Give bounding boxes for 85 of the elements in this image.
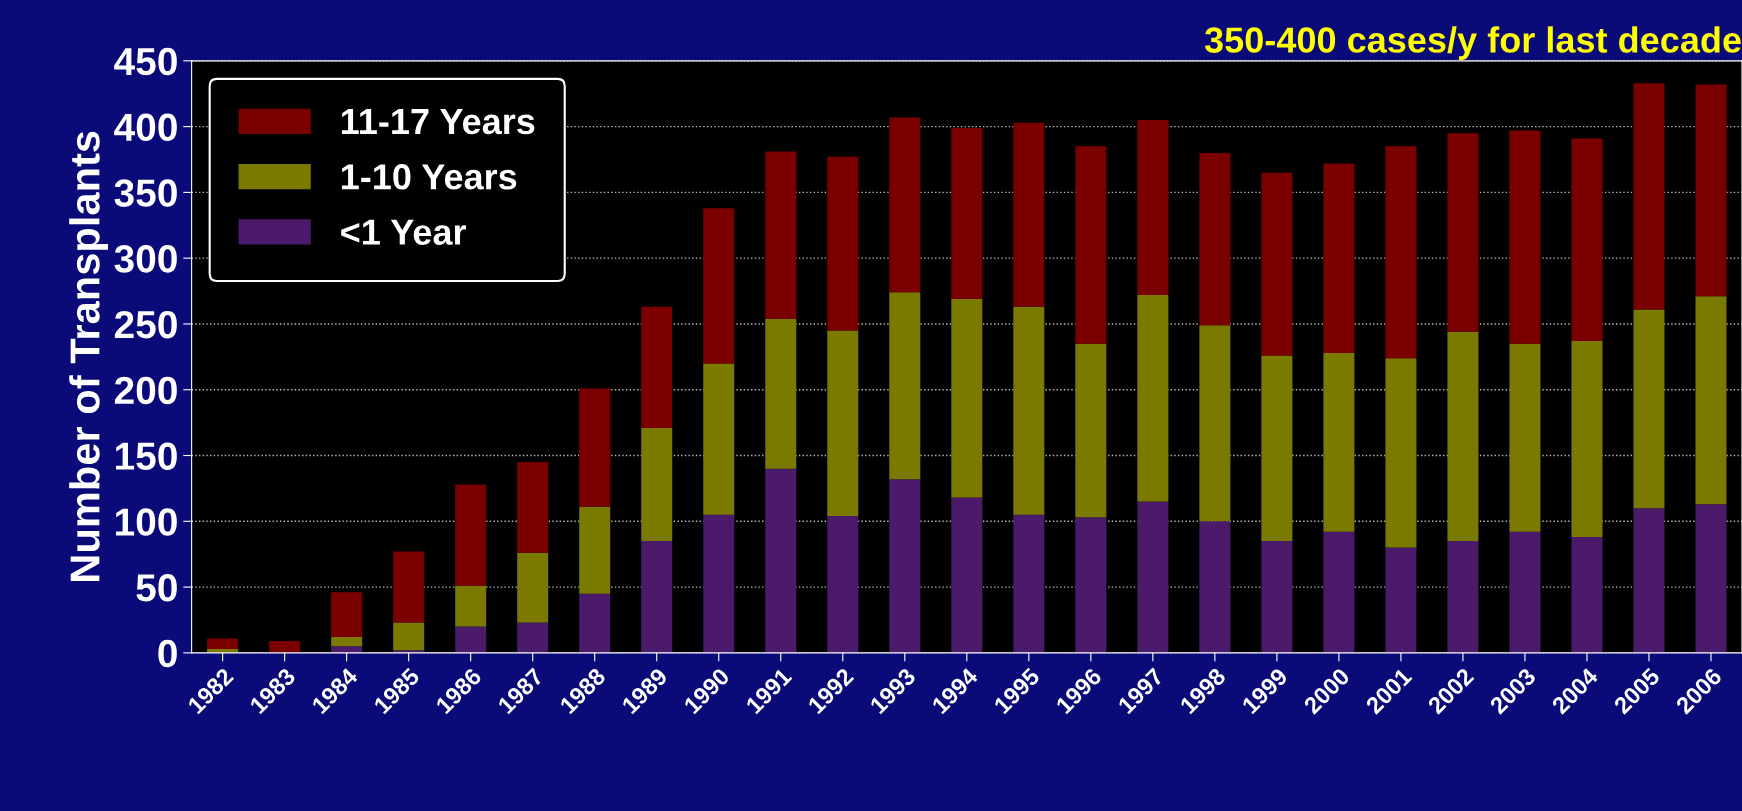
bar [827,156,859,331]
bar [455,626,487,653]
bar [703,363,735,515]
bar [1323,352,1355,532]
bar [703,208,735,364]
y-tick-label: 350 [114,179,177,207]
y-tick-label: 150 [116,442,177,470]
bar [1447,133,1479,332]
bar [1075,517,1107,653]
bar [765,468,797,653]
bar [1447,541,1479,653]
bar [269,641,301,653]
bar [579,388,611,507]
bar [1323,531,1355,653]
bar [517,622,549,653]
bar [1075,343,1107,518]
y-tick-label: 0 [158,639,177,668]
bar [1013,122,1045,307]
bar [889,292,921,480]
y-tick-label: 400 [114,113,177,142]
bar [1509,531,1541,653]
bar [951,127,983,299]
bar [1571,537,1603,653]
bar [1137,501,1169,653]
bar [1075,146,1107,344]
bar [641,427,673,542]
y-axis-title: Number of Transplants [69,131,108,581]
bar [827,330,859,517]
bar [1013,306,1045,515]
bar [1199,152,1231,326]
bar [1137,120,1169,296]
bar [1633,83,1665,310]
legend-label: 11-17 Years [341,109,535,135]
bar [703,514,735,653]
bar [1199,521,1231,653]
y-tick-label: 450 [114,47,177,76]
bar [1261,541,1293,653]
bar [889,117,921,293]
bar [331,646,363,653]
y-tick-label: 250 [114,310,177,339]
bar [1695,84,1727,297]
bar [1509,130,1541,344]
bar [1571,138,1603,342]
bar [951,298,983,498]
bar [579,593,611,653]
bar [1385,547,1417,653]
bar [1571,341,1603,538]
bar [393,551,425,623]
bar [1385,146,1417,359]
bar [1633,508,1665,653]
bar [827,516,859,653]
y-tick-label: 300 [114,245,177,273]
bar [1509,343,1541,532]
bar [455,484,487,586]
y-tick-label: 100 [116,508,177,536]
bar [1695,504,1727,653]
bar [1447,331,1479,542]
bar [331,592,363,638]
bar [1323,163,1355,353]
y-tick-label: 200 [114,376,177,405]
bar [1013,514,1045,653]
legend-label: <1 Year [341,219,467,245]
bar [765,318,797,469]
y-tick-label: 50 [136,574,177,602]
bar [1137,295,1169,502]
bar [765,151,797,319]
bar [455,585,487,627]
bar [517,552,549,623]
bar [641,306,673,428]
bar [517,462,549,553]
bar [331,637,363,647]
bar [1199,325,1231,522]
bar [1261,172,1293,356]
bar [641,541,673,653]
bar [889,479,921,653]
bar [1261,355,1293,542]
bar [207,638,239,649]
bar [1695,296,1727,505]
bar [1633,309,1665,509]
bar [1385,358,1417,548]
bar [579,506,611,594]
bar [951,497,983,653]
legend-label: 1-10 Years [341,164,517,190]
chart-title: 350-400 cases/y for last decade [1204,26,1741,60]
bar [393,622,425,651]
